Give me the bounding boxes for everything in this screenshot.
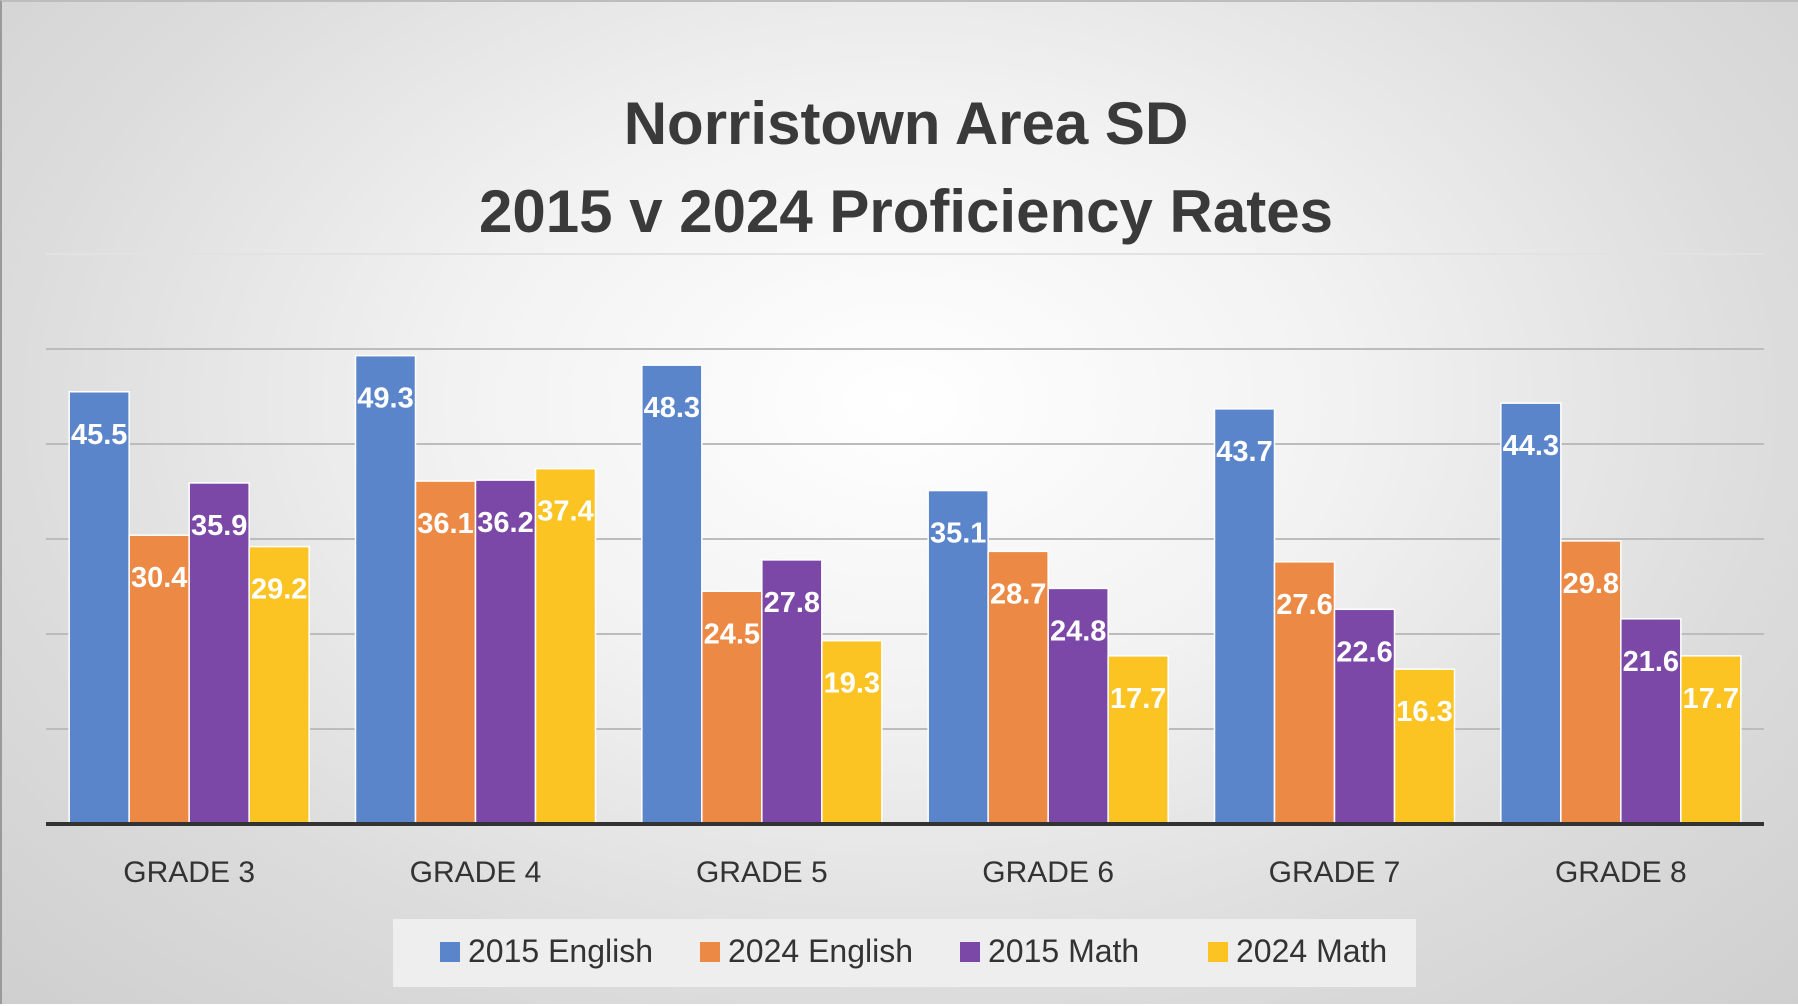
data-label-2024-english-grade-3: 30.4 bbox=[131, 562, 187, 594]
data-label-2015-math-grade-5: 27.8 bbox=[764, 587, 820, 619]
bar-2024-math-grade-6 bbox=[1107, 655, 1169, 825]
data-label-2015-english-grade-6: 35.1 bbox=[930, 518, 986, 550]
data-label-2015-math-grade-4: 36.2 bbox=[477, 507, 533, 539]
data-label-2015-english-grade-5: 48.3 bbox=[644, 392, 700, 424]
bar-2024-english-grade-7 bbox=[1273, 561, 1336, 825]
bar-2015-english-grade-3 bbox=[68, 391, 130, 825]
data-label-2024-math-grade-3: 29.2 bbox=[251, 574, 307, 606]
data-label-2024-english-grade-4: 36.1 bbox=[417, 508, 473, 540]
data-label-2015-english-grade-4: 49.3 bbox=[357, 383, 413, 415]
data-label-2015-english-grade-8: 44.3 bbox=[1503, 430, 1559, 462]
data-label-2024-math-grade-5: 19.3 bbox=[824, 668, 880, 700]
bar-2024-math-grade-8 bbox=[1680, 655, 1742, 825]
legend-swatch-2015-english bbox=[440, 942, 460, 962]
category-label-grade-3: GRADE 3 bbox=[123, 856, 255, 889]
bar-2015-math-grade-7 bbox=[1333, 608, 1396, 825]
chart-title-line-1: Norristown Area SD bbox=[624, 90, 1189, 157]
data-label-2024-math-grade-6: 17.7 bbox=[1110, 683, 1166, 715]
legend-label-2024-math: 2024 Math bbox=[1236, 933, 1387, 969]
data-label-2015-math-grade-8: 21.6 bbox=[1623, 646, 1679, 678]
data-label-2024-math-grade-7: 16.3 bbox=[1396, 696, 1452, 728]
bar-2024-english-grade-5 bbox=[701, 590, 763, 825]
data-label-2015-english-grade-3: 45.5 bbox=[71, 419, 127, 451]
bar-2024-math-grade-3 bbox=[248, 545, 310, 825]
legend: 2015 English 2024 English 2015 Math 2024 Ma… bbox=[440, 933, 1387, 969]
chart-title-line-2: 2015 v 2024 Proficiency Rates bbox=[479, 178, 1333, 245]
gridlines bbox=[46, 253, 1764, 730]
data-label-2024-english-grade-7: 27.6 bbox=[1276, 589, 1332, 621]
data-label-2024-english-grade-8: 29.8 bbox=[1563, 568, 1619, 600]
data-label-2015-english-grade-7: 43.7 bbox=[1216, 436, 1272, 468]
bar-2015-english-grade-7 bbox=[1213, 408, 1276, 825]
category-label-grade-5: GRADE 5 bbox=[696, 856, 828, 889]
data-label-2024-math-grade-4: 37.4 bbox=[537, 496, 593, 528]
legend-swatch-2024-math bbox=[1208, 942, 1228, 962]
bar-2024-math-grade-7 bbox=[1393, 668, 1456, 825]
legend-box bbox=[393, 919, 1416, 987]
bar-2024-math-grade-4 bbox=[534, 467, 597, 825]
category-label-grade-8: GRADE 8 bbox=[1555, 856, 1687, 889]
bar-2024-english-grade-4 bbox=[414, 480, 477, 825]
bar-2015-math-grade-4 bbox=[474, 479, 537, 825]
legend-label-2015-math: 2015 Math bbox=[988, 933, 1139, 969]
category-label-grade-4: GRADE 4 bbox=[410, 856, 542, 889]
data-label-2024-math-grade-8: 17.7 bbox=[1683, 683, 1739, 715]
data-label-2015-math-grade-6: 24.8 bbox=[1050, 615, 1106, 647]
bar-2015-english-grade-5 bbox=[641, 364, 703, 825]
category-labels: GRADE 3 GRADE 4 GRADE 5 GRADE 6 GRADE 7 GRADE… bbox=[123, 856, 1686, 889]
bar-2015-english-grade-4 bbox=[354, 354, 417, 825]
legend-label-2024-english: 2024 English bbox=[728, 933, 913, 969]
data-label-2015-math-grade-3: 35.9 bbox=[191, 510, 247, 542]
legend-swatch-2024-english bbox=[700, 942, 720, 962]
category-label-grade-7: GRADE 7 bbox=[1269, 856, 1401, 889]
bar-2015-math-grade-5 bbox=[761, 559, 823, 825]
data-label-2024-english-grade-5: 24.5 bbox=[704, 618, 760, 650]
bar-2015-math-grade-6 bbox=[1047, 587, 1109, 825]
bar-2024-english-grade-6 bbox=[987, 550, 1049, 825]
data-labels: 45.5 30.435.929.2 49.3 36.1 36.2 37.4 48.3 24.5… bbox=[71, 383, 1739, 729]
legend-label-2015-english: 2015 English bbox=[468, 933, 653, 969]
bars bbox=[68, 354, 1742, 825]
bar-2015-english-grade-6 bbox=[927, 489, 989, 825]
bar-2015-english-grade-8 bbox=[1500, 402, 1562, 825]
legend-swatch-2015-math bbox=[960, 942, 980, 962]
category-label-grade-6: GRADE 6 bbox=[982, 856, 1114, 889]
data-label-2015-math-grade-7: 22.6 bbox=[1336, 636, 1392, 668]
data-label-2024-english-grade-6: 28.7 bbox=[990, 578, 1046, 610]
